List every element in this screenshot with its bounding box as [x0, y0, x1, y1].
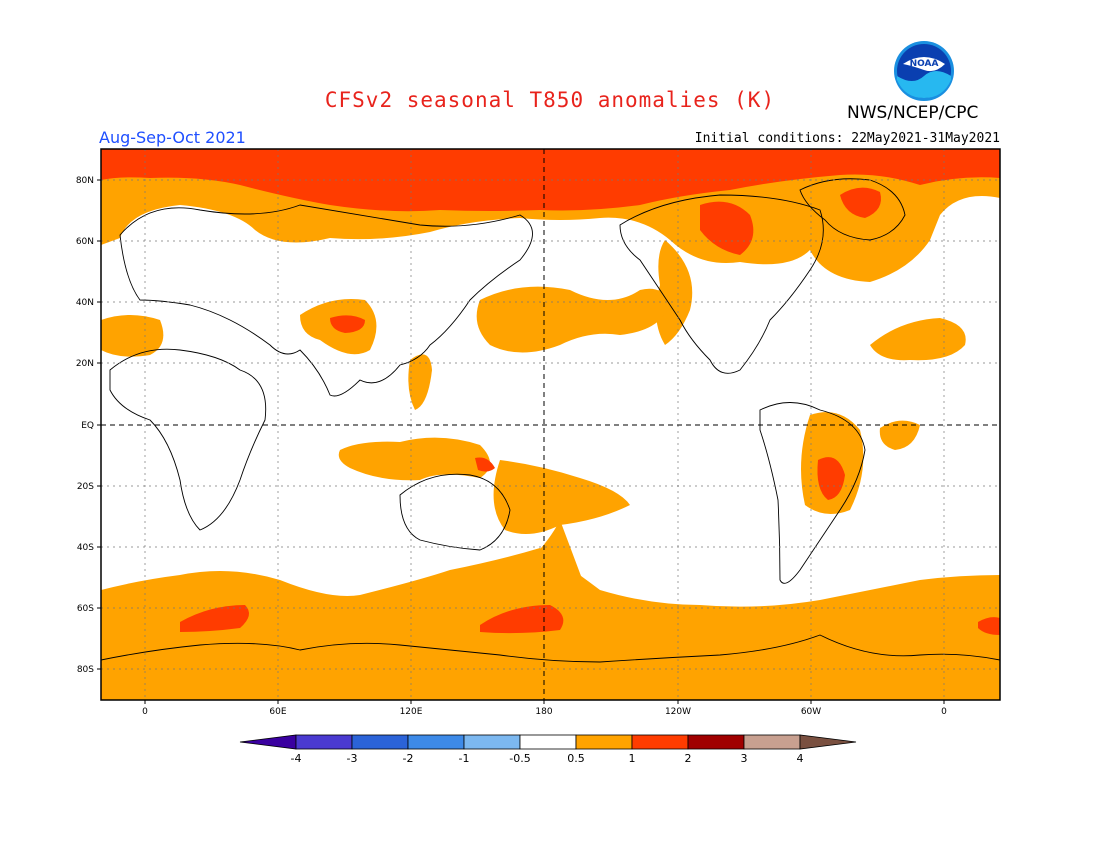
graticule — [101, 149, 1000, 700]
colorbar-tick-label: 3 — [741, 752, 748, 765]
colorbar-swatch — [687, 734, 745, 750]
agency-label: NWS/NCEP/CPC — [847, 103, 979, 123]
lat-label: EQ — [81, 421, 94, 431]
greenland-red — [840, 187, 881, 218]
colorbar-tick-label: 4 — [797, 752, 804, 765]
lat-label: 80N — [76, 176, 94, 186]
lat-label: 20S — [77, 482, 94, 492]
colorbar-tick-label: -3 — [347, 752, 358, 765]
philippines-patch — [408, 354, 432, 410]
colorbar-tick-label: 0.5 — [567, 752, 585, 765]
colorbar-swatch — [575, 734, 633, 750]
lon-label: 0 — [941, 707, 947, 717]
initial-conditions: Initial conditions: 22May2021-31May2021 — [694, 131, 1000, 146]
south-pacific-convergence — [493, 460, 630, 534]
lon-label: 180 — [535, 707, 552, 717]
colorbar-tick-label: 1 — [629, 752, 636, 765]
lon-label: 60W — [801, 707, 821, 717]
canada-arctic-red — [700, 201, 754, 255]
colorbar-swatch — [743, 734, 801, 750]
west-africa-patch — [101, 315, 164, 357]
latitude-ticks — [97, 179, 101, 670]
lat-label: 40N — [76, 298, 94, 308]
lat-label: 20N — [76, 359, 94, 369]
maritime-continent-band — [338, 437, 490, 481]
antarctica-outline — [101, 634, 1000, 663]
africa-outline — [109, 348, 267, 531]
north-pacific-band — [476, 286, 670, 353]
southern-ocean-red-west — [180, 605, 249, 632]
colorbar-legend: -4 -3 -2 -1 -0.5 0.5 1 2 3 4 — [239, 734, 857, 765]
lon-label: 0 — [142, 707, 148, 717]
colorbar-swatch — [463, 734, 521, 750]
south-atlantic-patch — [879, 420, 920, 450]
colorbar-tick-label: -2 — [403, 752, 414, 765]
lon-label: 120E — [400, 707, 423, 717]
lat-label: 60N — [76, 237, 94, 247]
southern-ocean-red-central — [480, 605, 564, 634]
map-body — [101, 149, 1000, 700]
new-guinea-red — [475, 457, 495, 472]
tibet-red — [330, 315, 365, 333]
colorbar-tick-label: -1 — [459, 752, 470, 765]
north-atlantic-patch — [656, 240, 693, 345]
colorbar-tick-label: -4 — [291, 752, 302, 765]
equator-and-dateline — [101, 149, 1000, 700]
lat-label: 80S — [77, 665, 94, 675]
colorbar-tick-label: 2 — [685, 752, 692, 765]
latitude-labels: 80N 60N 40N 20N EQ 20S 40S 60S 80S — [76, 176, 94, 675]
longitude-ticks — [144, 700, 945, 704]
lat-label: 40S — [77, 543, 94, 553]
noaa-logo: NOAA — [894, 41, 954, 101]
colorbar-swatch — [295, 734, 353, 750]
colorbar-swatch — [351, 734, 409, 750]
colorbar-under-arrow — [239, 734, 297, 750]
atlantic-east-patch — [870, 318, 966, 361]
north-america-outline — [619, 194, 824, 374]
europe-asia-outline — [119, 204, 533, 397]
colorbar-swatch — [407, 734, 465, 750]
lat-label: 60S — [77, 604, 94, 614]
colorbar-over-arrow — [799, 734, 857, 750]
greenland-outline — [799, 178, 906, 241]
australia-outline — [399, 473, 511, 551]
anomaly-shading-one-to-two — [101, 149, 1000, 635]
lon-label: 120W — [665, 707, 691, 717]
noaa-logo-text: NOAA — [910, 59, 939, 69]
land-outlines — [101, 178, 1000, 663]
colorbar-tick-label: -0.5 — [509, 752, 530, 765]
lon-label: 60E — [269, 707, 286, 717]
south-america-outline — [759, 402, 866, 584]
colorbar-swatch — [631, 734, 689, 750]
southern-ocean-red-east — [978, 617, 1000, 635]
brazil-red — [817, 457, 845, 500]
southeast-pacific-tongue — [530, 520, 590, 605]
colorbar-swatch — [519, 734, 577, 750]
chart-title: CFSv2 seasonal T850 anomalies (K) — [324, 88, 776, 112]
forecast-period: Aug-Sep-Oct 2021 — [99, 128, 246, 147]
longitude-labels: 0 60E 120E 180 120W 60W 0 — [142, 707, 947, 717]
arctic-band-red — [101, 149, 1000, 212]
